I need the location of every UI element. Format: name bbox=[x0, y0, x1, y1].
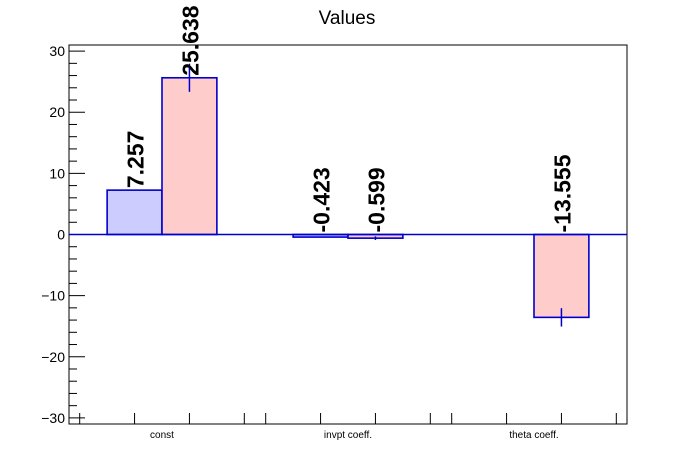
data-label: -13.555 bbox=[549, 154, 575, 232]
y-tick-label: −10 bbox=[41, 288, 65, 304]
bar bbox=[161, 76, 218, 236]
x-category-label: const bbox=[150, 430, 174, 441]
y-tick-label: −30 bbox=[41, 410, 65, 426]
y-tick-label: 30 bbox=[49, 43, 65, 59]
chart-title: Values bbox=[319, 8, 376, 29]
y-tick-label: −20 bbox=[41, 349, 65, 365]
bar bbox=[533, 233, 590, 319]
bar bbox=[106, 189, 163, 236]
y-tick-label: 10 bbox=[49, 165, 65, 181]
plot-area: 30 20 10 0 −10 −20 −30 const invpt coeff. theta c… bbox=[41, 5, 628, 441]
y-tick-label: 0 bbox=[57, 227, 65, 243]
data-label: 7.257 bbox=[123, 131, 149, 189]
y-tick-label: 20 bbox=[49, 104, 65, 120]
data-label: -0.423 bbox=[309, 167, 335, 232]
data-label: -0.599 bbox=[363, 167, 389, 232]
data-label: 25.638 bbox=[177, 5, 203, 76]
x-category-label: invpt coeff. bbox=[324, 430, 372, 441]
x-category-label: theta coeff. bbox=[509, 430, 558, 441]
